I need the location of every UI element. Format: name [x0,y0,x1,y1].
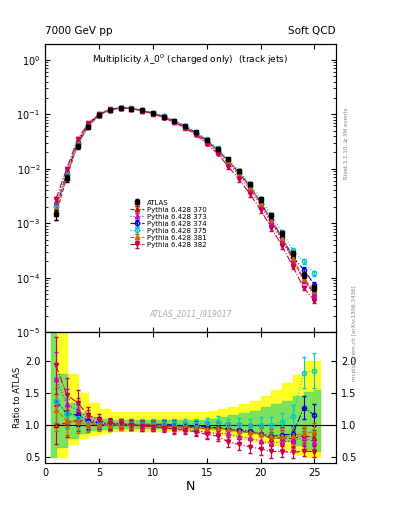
Text: 7000 GeV pp: 7000 GeV pp [45,26,113,36]
Text: Soft QCD: Soft QCD [288,26,336,36]
Text: mcplots.cern.ch [arXiv:1306.3436]: mcplots.cern.ch [arXiv:1306.3436] [352,285,357,380]
Legend: ATLAS, Pythia 6.428 370, Pythia 6.428 373, Pythia 6.428 374, Pythia 6.428 375, P: ATLAS, Pythia 6.428 370, Pythia 6.428 37… [130,200,206,248]
Y-axis label: Ratio to ATLAS: Ratio to ATLAS [13,367,22,429]
Text: Rivet 3.1.10, ≥ 3M events: Rivet 3.1.10, ≥ 3M events [344,108,349,179]
X-axis label: N: N [186,480,195,493]
Text: ATLAS_2011_I919017: ATLAS_2011_I919017 [149,309,232,318]
Text: Multiplicity $\lambda\_0^0$ (charged only)  (track jets): Multiplicity $\lambda\_0^0$ (charged onl… [92,52,289,67]
